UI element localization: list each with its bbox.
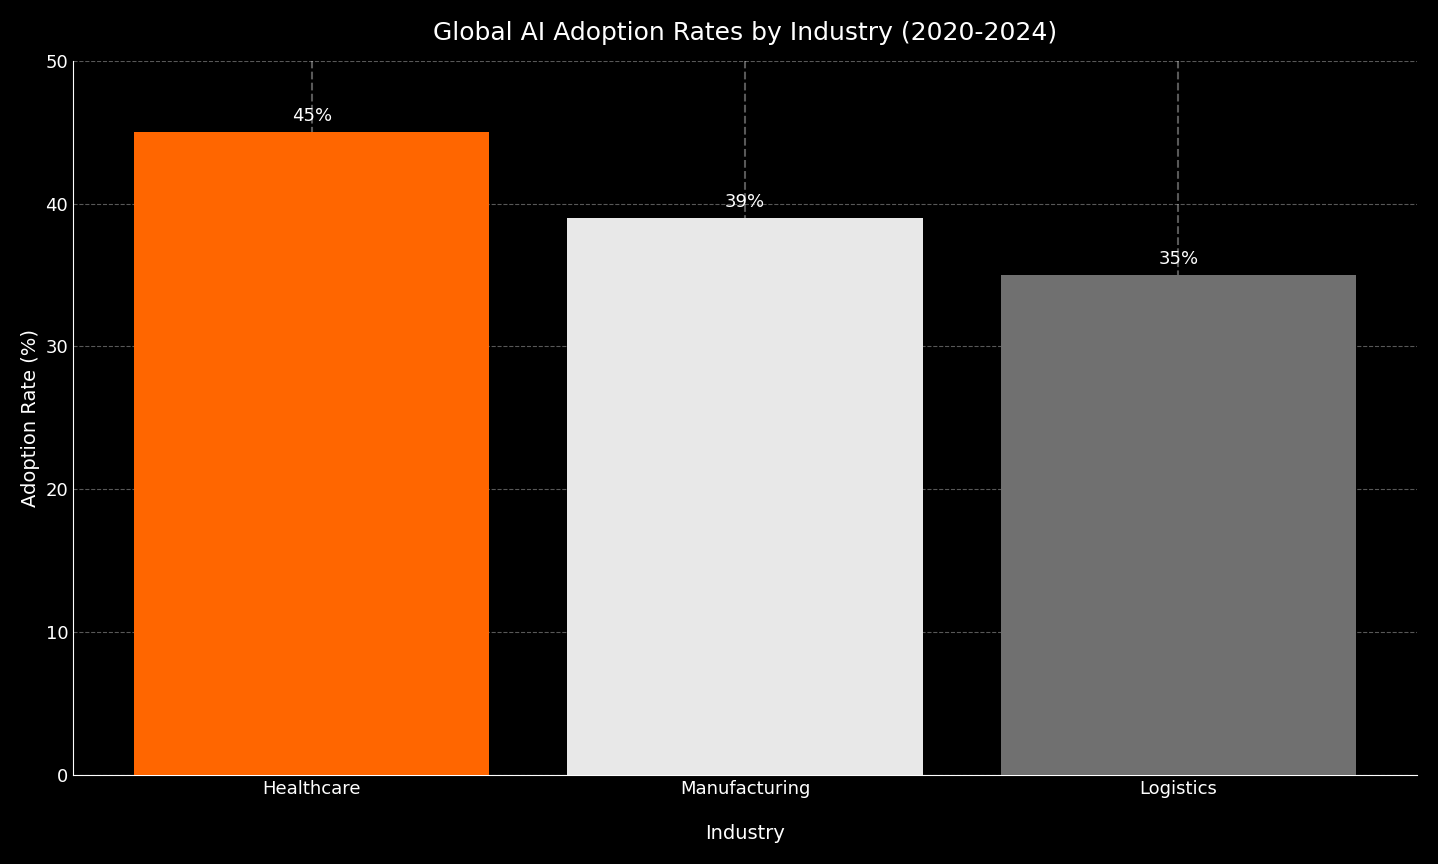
Text: 45%: 45% [292, 107, 332, 125]
Bar [568, 218, 923, 775]
Title: Global AI Adoption Rates by Industry (2020-2024): Global AI Adoption Rates by Industry (20… [433, 21, 1057, 45]
Text: 35%: 35% [1159, 250, 1198, 268]
Bar [134, 132, 489, 775]
X-axis label: Industry: Industry [705, 824, 785, 843]
Text: 39%: 39% [725, 193, 765, 211]
Y-axis label: Adoption Rate (%): Adoption Rate (%) [20, 329, 40, 507]
Bar [1001, 275, 1356, 775]
